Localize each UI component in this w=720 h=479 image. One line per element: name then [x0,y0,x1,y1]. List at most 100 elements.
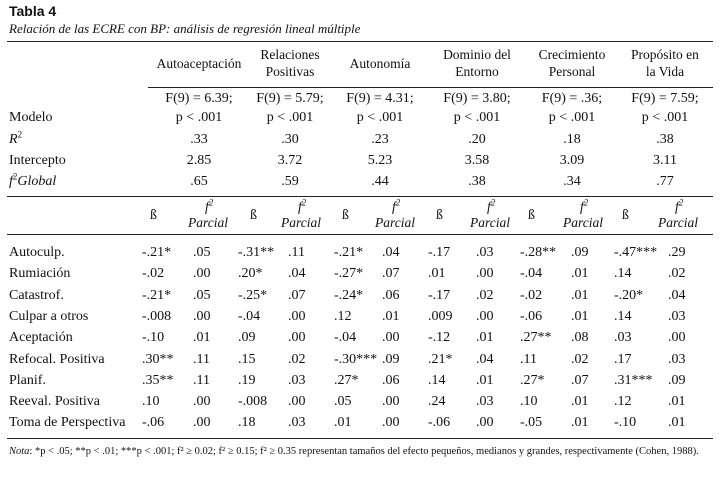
beta-value: -.10 [142,330,165,346]
f2-main: f [487,199,491,214]
partial-header: Parcial [563,215,603,230]
beta-value: .19 [238,372,256,388]
beta-value: -.31** [238,245,275,260]
f2-partial-value: .29 [668,245,686,260]
beta-value: .14 [428,372,446,388]
model-p-value: p < .001 [175,110,223,125]
beta-value: -.27* [334,266,364,282]
f2-partial-value: .07 [288,287,306,303]
f2-partial-value: .04 [668,287,686,303]
beta-value: -.17 [428,287,451,303]
stat-label-main: f [9,174,13,189]
f2-partial-value: .00 [476,266,494,282]
model-f-value: F(9) = 4.31; [346,91,414,106]
f2-partial-value: .00 [668,330,686,346]
beta-value: -.21* [334,245,364,260]
stat-label-sup: 2 [12,171,18,182]
dimension-header-line1: Autoaceptación [156,56,242,71]
beta-value: .18 [238,415,256,431]
model-p-value: p < .001 [641,110,689,125]
model-p-value: p < .001 [548,110,596,125]
f2-partial-value: .11 [193,351,210,367]
dimension-header: Autoaceptación [152,55,247,72]
beta-header: ß [622,208,629,223]
f2-partial-value: .02 [571,351,589,367]
beta-value: -.008 [142,308,172,324]
model-f-value: F(9) = .36; [541,91,603,106]
header-rule [148,87,713,88]
note-label: Nota [9,446,30,457]
dimension-header-line1: Crecimiento [538,47,606,62]
beta-value: .14 [614,266,632,282]
dimension-header-line2: la Vida [645,64,685,79]
f2-partial-value: .01 [571,394,589,410]
f2-partial-value: .00 [193,266,211,282]
beta-value: .12 [614,394,632,410]
stat-value: .77 [656,174,674,189]
f2-main: f [580,199,584,214]
beta-value: .12 [334,308,352,324]
f2-partial-value: .03 [476,394,494,410]
model-f-value: F(9) = 6.39; [165,91,233,106]
beta-value: -.06 [142,415,165,431]
f2-partial-value: .03 [668,351,686,367]
model-f-value: F(9) = 5.79; [256,91,324,106]
stat-value: .18 [563,132,581,147]
dimension-header: Autonomía [333,55,428,72]
dimension-header-line1: Relaciones [260,47,320,62]
row-label: Planif. [9,372,46,388]
f2-partial-value: .00 [382,330,400,346]
table-note: Nota: *p < .05; **p < .01; ***p < .001; … [9,445,713,459]
f2-partial-value: .08 [571,330,589,346]
partial-header: Parcial [188,215,228,230]
f2-partial-value: .01 [668,415,686,431]
f2-header: f2 [580,198,588,215]
f2-partial-value: .09 [382,351,400,367]
f2-partial-value: .02 [668,266,686,282]
beta-value: .30** [142,351,174,367]
beta-value: .009 [428,308,453,324]
table-subtitle: Relación de las ECRE con BP: análisis de… [9,21,361,36]
beta-value: .01 [428,266,446,282]
row-label: Reeval. Positiva [9,394,100,410]
row-label: Culpar a otros [9,308,89,324]
beta-value: -.02 [520,287,543,303]
beta-header: ß [150,208,157,223]
beta-value: .24 [428,394,446,410]
stat-label: R2 [9,130,22,148]
beta-value: .09 [238,330,256,346]
f2-main: f [675,199,679,214]
beta-value: .20* [238,266,263,282]
stat-value: .59 [281,174,299,189]
stat-label-rest: Global [17,174,57,189]
f2-partial-value: .09 [571,245,589,260]
f2-partial-value: .03 [288,372,306,388]
dimension-header-line2: Positivas [265,64,315,79]
f2-partial-value: .00 [476,308,494,324]
f2-partial-value: .06 [382,287,400,303]
beta-value: .11 [520,351,537,367]
bottom-rule [7,438,713,439]
beta-value: -.05 [520,415,543,431]
dimension-header-line2: Personal [548,64,596,79]
beta-value: .05 [334,394,352,410]
beta-value: -.06 [520,308,543,324]
stat-value: .38 [656,132,674,147]
stat-value: .65 [190,174,208,189]
beta-value: .17 [614,351,632,367]
dimension-header: Dominio del Entorno [430,46,525,80]
f2-main: f [205,199,209,214]
dimension-header: Relaciones Positivas [243,46,338,80]
f2-partial-value: .01 [571,266,589,282]
stat-value: 3.72 [277,153,303,168]
partial-header: Parcial [658,215,698,230]
f2-partial-value: .01 [382,308,400,324]
f2-header: f2 [298,198,306,215]
beta-value: .31*** [614,372,653,388]
sub-header-rule [7,234,713,235]
f2-partial-value: .01 [571,415,589,431]
f2-partial-value: .01 [668,394,686,410]
beta-value: -.06 [428,415,451,431]
f2-partial-value: .07 [571,372,589,388]
beta-value: -.008 [238,394,268,410]
